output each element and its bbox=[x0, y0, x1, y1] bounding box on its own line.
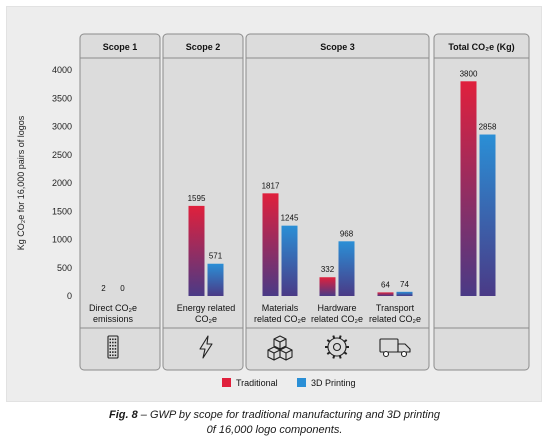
truck-cab bbox=[397, 343, 411, 353]
bar-3d-printing bbox=[281, 225, 298, 296]
meter-cell bbox=[112, 344, 114, 347]
category-label: related CO₂e bbox=[369, 314, 421, 324]
category-label: Transport bbox=[376, 303, 415, 313]
meter-cell bbox=[114, 338, 117, 341]
meter-icon bbox=[107, 335, 119, 359]
panel-title: Scope 3 bbox=[320, 42, 355, 52]
gear-icon bbox=[325, 335, 349, 359]
gear-tooth bbox=[343, 339, 348, 343]
y-tick-label: 500 bbox=[57, 263, 72, 273]
bar-3d-printing bbox=[207, 263, 224, 296]
category-label: emissions bbox=[93, 314, 134, 324]
data-label: 2 bbox=[101, 284, 106, 293]
truck-icon bbox=[379, 338, 411, 358]
cube-shape bbox=[273, 335, 287, 350]
bar-traditional bbox=[377, 292, 394, 296]
data-label: 64 bbox=[381, 280, 390, 289]
meter-cell bbox=[109, 351, 111, 353]
figure-caption: Fig. 8 – GWP by scope for traditional ma… bbox=[0, 409, 549, 421]
y-tick-label: 3000 bbox=[52, 122, 72, 132]
meter-cell bbox=[114, 351, 117, 353]
panel-box bbox=[79, 33, 161, 371]
meter-cell bbox=[109, 348, 111, 350]
cubes-icon bbox=[267, 335, 293, 361]
y-tick-label: 1000 bbox=[52, 235, 72, 245]
category-label: Energy related bbox=[177, 303, 236, 313]
y-tick-label: 2500 bbox=[52, 150, 72, 160]
truck-wheel bbox=[382, 350, 390, 358]
category-label: CO₂e bbox=[195, 314, 217, 324]
meter-cell bbox=[112, 338, 114, 341]
bar-3d-printing bbox=[479, 134, 496, 296]
y-tick-label: 4000 bbox=[52, 65, 72, 75]
bar-3d-printing bbox=[396, 291, 413, 296]
data-label: 332 bbox=[321, 265, 335, 274]
meter-cell bbox=[109, 354, 111, 357]
meter-cell bbox=[112, 351, 114, 353]
gear-tooth bbox=[326, 351, 331, 355]
legend-label: 3D Printing bbox=[311, 378, 356, 388]
gear-tooth bbox=[338, 335, 342, 339]
legend-label: Traditional bbox=[236, 378, 278, 388]
data-label: 3800 bbox=[460, 69, 478, 78]
panel-title: Scope 2 bbox=[186, 42, 221, 52]
data-label: 2858 bbox=[479, 123, 497, 132]
gear-tooth bbox=[343, 351, 348, 355]
caption-figure-number: Fig. 8 bbox=[109, 409, 138, 421]
y-axis-label: Kg CO₂e for 16,000 pairs of logos bbox=[16, 115, 26, 250]
y-tick-label: 3500 bbox=[52, 93, 72, 103]
y-tick-label: 1500 bbox=[52, 206, 72, 216]
bar-3d-printing bbox=[338, 241, 355, 296]
category-label: related CO₂e bbox=[254, 314, 306, 324]
data-label: 968 bbox=[340, 229, 354, 238]
meter-cell bbox=[114, 348, 117, 350]
meter-cell bbox=[112, 348, 114, 350]
meter-cell bbox=[114, 344, 117, 347]
data-label: 74 bbox=[400, 280, 409, 289]
figure-caption-line2: 0f 16,000 logo components. bbox=[206, 424, 343, 436]
gear-tooth bbox=[326, 339, 331, 343]
data-label: 1595 bbox=[188, 194, 206, 203]
gear-tooth bbox=[338, 355, 342, 359]
meter-cell bbox=[109, 344, 111, 347]
meter-cell bbox=[112, 354, 114, 357]
category-label: Hardware bbox=[317, 303, 356, 313]
lightning-icon bbox=[199, 335, 213, 359]
legend-swatch bbox=[222, 378, 231, 387]
gear-tooth bbox=[332, 335, 336, 339]
meter-cell bbox=[109, 341, 111, 344]
legend-swatch bbox=[297, 378, 306, 387]
meter-cell bbox=[114, 354, 117, 357]
y-tick-label: 0 bbox=[67, 291, 72, 301]
category-label: related CO₂e bbox=[311, 314, 363, 324]
panel-title: Scope 1 bbox=[103, 42, 138, 52]
panel-title: Total CO₂e (Kg) bbox=[448, 42, 514, 52]
caption-text: – GWP by scope for traditional manufactu… bbox=[137, 409, 440, 421]
bar-traditional bbox=[262, 193, 279, 296]
y-tick-label: 2000 bbox=[52, 178, 72, 188]
category-label: Direct CO₂e bbox=[89, 303, 137, 313]
bar-traditional bbox=[188, 205, 205, 296]
meter-cell bbox=[112, 341, 114, 344]
data-label: 0 bbox=[120, 284, 125, 293]
gear-hub bbox=[332, 342, 342, 352]
bolt-shape bbox=[199, 335, 213, 359]
meter-cell bbox=[114, 341, 117, 344]
meter-body bbox=[107, 335, 119, 359]
data-label: 1817 bbox=[262, 181, 280, 190]
cube-shape bbox=[279, 346, 293, 361]
data-label: 571 bbox=[209, 252, 223, 261]
bar-traditional bbox=[319, 277, 336, 296]
category-label: Materials bbox=[262, 303, 299, 313]
data-label: 1245 bbox=[281, 214, 299, 223]
bar-traditional bbox=[460, 81, 477, 296]
meter-cell bbox=[109, 338, 111, 341]
truck-wheel bbox=[400, 350, 408, 358]
gear-tooth bbox=[332, 355, 336, 359]
